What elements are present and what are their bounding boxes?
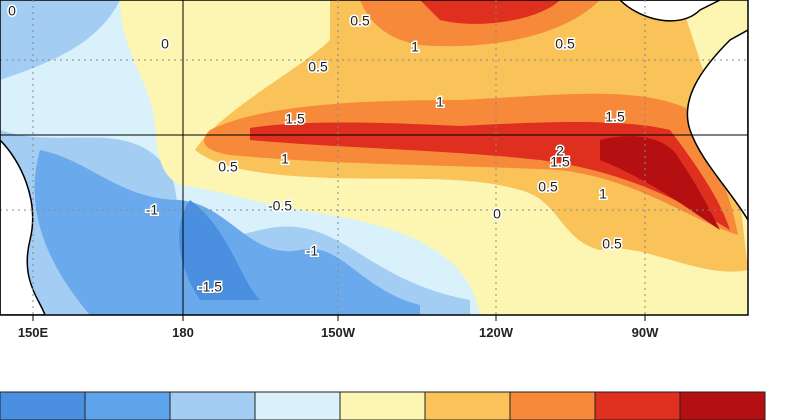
colorbar-swatch (509, 391, 596, 420)
contour-label: 0 (8, 3, 16, 19)
colorbar-swatch (679, 391, 766, 420)
hottest-region (600, 136, 720, 230)
colorbar-swatch (84, 391, 171, 420)
contour-label: 0.5 (602, 236, 622, 252)
contour-label: -1.5 (198, 279, 222, 295)
contour-label: -1 (306, 243, 319, 259)
contour-label: 1.5 (605, 109, 625, 125)
lon-label: 90W (632, 325, 659, 340)
contour-label: 0.5 (538, 179, 558, 195)
contour-label: 1.5 (550, 154, 570, 170)
contour-label: 1 (411, 39, 419, 55)
hotter-region (250, 0, 730, 230)
lon-label: 150W (321, 325, 356, 340)
contour-label: 1.5 (285, 111, 305, 127)
map-frame (0, 0, 749, 316)
colorbar-swatch (169, 391, 256, 420)
contour-label: 1 (281, 151, 289, 167)
colorbar-swatch (0, 391, 86, 420)
contour-label: 1 (436, 94, 444, 110)
lon-label: 120W (479, 325, 514, 340)
lon-label: 180 (172, 325, 194, 340)
contour-label: -0.5 (268, 198, 292, 214)
colorbar-swatch (424, 391, 511, 420)
contour-label: 0 (161, 36, 169, 52)
lon-label: 150E (18, 325, 49, 340)
coldest-region (179, 200, 260, 300)
cold-region (34, 150, 421, 315)
land (618, 0, 721, 22)
colorbar-swatch (339, 391, 426, 420)
contour-label: 0.5 (350, 13, 370, 29)
land (0, 138, 46, 315)
contour-label: 0.5 (555, 36, 575, 52)
contour-label: 0.5 (218, 159, 238, 175)
contour-label: 0 (493, 206, 501, 222)
colorbar-swatch (254, 391, 341, 420)
land (686, 29, 748, 222)
contour-label: 2 (556, 143, 564, 159)
map-field (0, 0, 748, 315)
contour-label: 1 (599, 186, 607, 202)
contour-label: 0.5 (308, 59, 328, 75)
contour-label: -1 (146, 202, 159, 218)
colorbar-swatch (594, 391, 681, 420)
hot-region (204, 0, 739, 235)
